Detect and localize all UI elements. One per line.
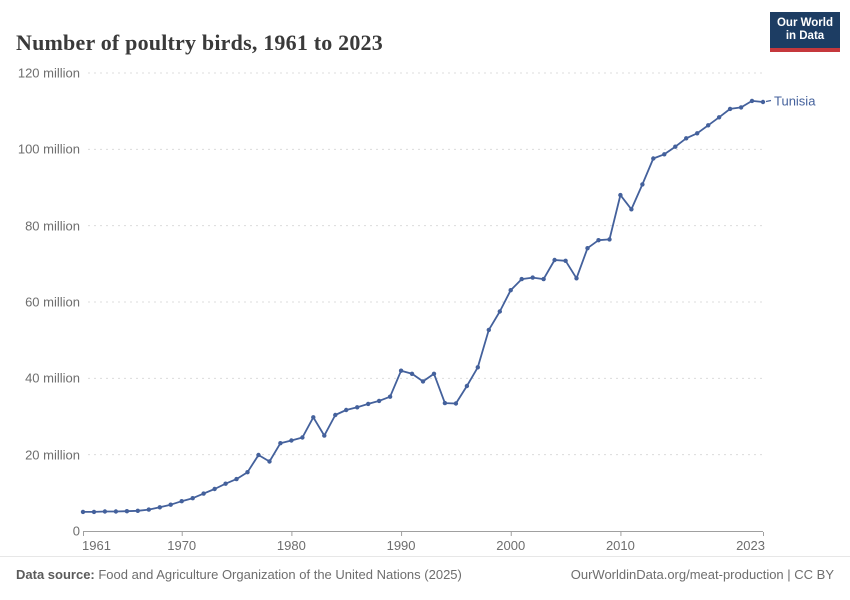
owid-citation-link[interactable]: OurWorldinData.org/meat-production | CC … bbox=[570, 567, 834, 582]
data-point-marker[interactable] bbox=[102, 509, 108, 514]
data-point-marker[interactable] bbox=[431, 371, 437, 376]
data-point-marker[interactable] bbox=[234, 476, 239, 482]
data-point-marker[interactable] bbox=[475, 365, 480, 370]
data-point-marker[interactable] bbox=[684, 136, 689, 141]
data-point-marker[interactable] bbox=[662, 152, 667, 157]
data-point-marker[interactable] bbox=[80, 509, 86, 515]
data-point-marker[interactable] bbox=[497, 309, 502, 314]
data-point-marker[interactable] bbox=[245, 470, 250, 475]
y-axis-label-100: 100 million bbox=[17, 141, 80, 157]
data-point-marker[interactable] bbox=[574, 276, 579, 281]
data-point-marker[interactable] bbox=[607, 237, 612, 242]
data-point-marker[interactable] bbox=[464, 383, 470, 389]
data-point-marker[interactable] bbox=[146, 507, 151, 512]
data-point-marker[interactable] bbox=[760, 99, 766, 105]
data-point-marker[interactable] bbox=[420, 379, 426, 384]
data-point-marker[interactable] bbox=[366, 401, 371, 407]
x-axis-label-2010: 2010 bbox=[605, 538, 635, 553]
data-point-marker[interactable] bbox=[322, 433, 327, 438]
owid-logo-line1: Our World bbox=[776, 16, 833, 29]
data-point-marker[interactable] bbox=[706, 123, 711, 128]
data-source-note: Data source: Food and Agriculture Organi… bbox=[16, 567, 462, 582]
footer-divider bbox=[0, 556, 850, 557]
data-point-marker[interactable] bbox=[355, 405, 360, 410]
owid-logo-line2: in Data bbox=[785, 30, 825, 42]
data-point-marker[interactable] bbox=[179, 499, 184, 504]
data-point-marker[interactable] bbox=[727, 106, 733, 112]
data-point-marker[interactable] bbox=[530, 275, 535, 280]
data-point-marker[interactable] bbox=[673, 144, 678, 149]
data-point-marker[interactable] bbox=[651, 156, 656, 161]
data-point-marker[interactable] bbox=[387, 394, 393, 399]
data-point-marker[interactable] bbox=[552, 257, 557, 263]
data-source-text: Food and Agriculture Organization of the… bbox=[94, 567, 462, 582]
data-point-marker[interactable] bbox=[256, 452, 261, 458]
data-point-marker[interactable] bbox=[398, 368, 404, 373]
data-source-label: Data source: bbox=[16, 567, 95, 582]
data-point-marker[interactable] bbox=[519, 276, 524, 282]
x-axis-label-1980: 1980 bbox=[276, 538, 306, 553]
y-axis-label-60: 60 million bbox=[25, 294, 80, 310]
y-axis-label-20: 20 million bbox=[25, 447, 80, 463]
x-axis-label-1970: 1970 bbox=[167, 538, 197, 553]
series-label-connector bbox=[765, 99, 772, 103]
data-point-marker[interactable] bbox=[223, 481, 228, 486]
owid-logo[interactable]: Our World in Data bbox=[770, 12, 840, 52]
data-point-marker[interactable] bbox=[585, 246, 590, 251]
data-point-marker[interactable] bbox=[618, 192, 623, 198]
data-point-marker[interactable] bbox=[124, 509, 130, 514]
x-axis-label-1961: 1961 bbox=[82, 538, 111, 553]
data-point-marker[interactable] bbox=[91, 509, 97, 515]
x-axis-label-2000: 2000 bbox=[496, 538, 526, 553]
y-axis-label-40: 40 million bbox=[25, 370, 80, 386]
data-point-marker[interactable] bbox=[212, 486, 217, 492]
data-point-marker[interactable] bbox=[376, 398, 382, 404]
data-point-marker[interactable] bbox=[508, 288, 513, 293]
data-point-marker[interactable] bbox=[135, 508, 140, 513]
x-axis-label-1990: 1990 bbox=[386, 538, 416, 553]
data-point-marker[interactable] bbox=[267, 459, 272, 464]
data-point-marker[interactable] bbox=[629, 207, 634, 212]
series-line-tunisia[interactable] bbox=[83, 100, 764, 513]
y-axis-label-80: 80 million bbox=[25, 218, 80, 234]
data-point-marker[interactable] bbox=[157, 505, 162, 510]
chart-title: Number of poultry birds, 1961 to 2023 bbox=[16, 29, 383, 55]
data-point-marker[interactable] bbox=[596, 238, 601, 243]
y-axis-label-0: 0 bbox=[72, 523, 80, 539]
data-point-marker[interactable] bbox=[695, 131, 700, 136]
data-point-marker[interactable] bbox=[486, 327, 491, 333]
data-point-marker[interactable] bbox=[300, 435, 305, 440]
data-point-marker[interactable] bbox=[113, 509, 119, 514]
data-point-marker[interactable] bbox=[749, 98, 755, 104]
data-point-marker[interactable] bbox=[563, 258, 568, 263]
data-point-marker[interactable] bbox=[716, 115, 722, 120]
data-point-marker[interactable] bbox=[190, 496, 195, 501]
data-point-marker[interactable] bbox=[201, 491, 206, 496]
data-point-marker[interactable] bbox=[409, 371, 415, 376]
data-point-marker[interactable] bbox=[738, 105, 744, 110]
x-axis-label-2023: 2023 bbox=[736, 538, 765, 553]
series-label-tunisia[interactable]: Tunisia bbox=[774, 93, 816, 109]
data-point-marker[interactable] bbox=[289, 438, 294, 443]
data-point-marker[interactable] bbox=[344, 407, 349, 413]
data-point-marker[interactable] bbox=[333, 412, 338, 418]
data-point-marker[interactable] bbox=[311, 415, 316, 420]
footer: Data source: Food and Agriculture Organi… bbox=[16, 567, 834, 582]
data-point-marker[interactable] bbox=[442, 400, 448, 406]
data-point-marker[interactable] bbox=[640, 182, 645, 187]
data-point-marker[interactable] bbox=[541, 276, 546, 282]
y-axis-label-120: 120 million bbox=[17, 65, 80, 81]
data-point-marker[interactable] bbox=[453, 401, 459, 406]
data-point-marker[interactable] bbox=[168, 502, 173, 507]
data-point-marker[interactable] bbox=[278, 441, 283, 446]
